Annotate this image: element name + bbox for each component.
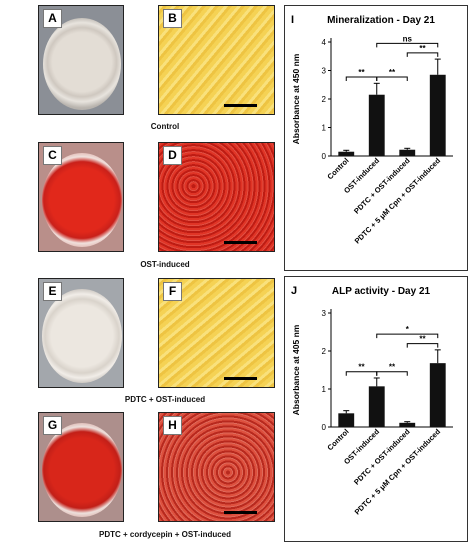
- panel-letter-b: B: [163, 9, 182, 28]
- significance-bracket: [345, 371, 378, 376]
- significance-label: **: [358, 68, 365, 77]
- bar: [399, 149, 416, 156]
- photo-well-pdtc-ost: E: [38, 278, 124, 388]
- well-plate-pdtc-cordycepin-ost: [42, 423, 122, 517]
- panel-letter-h: H: [163, 416, 182, 435]
- y-axis-label: Absorbance at 405 nm: [291, 324, 301, 415]
- panel-letter-g: G: [43, 416, 62, 435]
- chart-panel-mineralization: I Mineralization - Day 21 0 1 2 3 4 Absorbance…: [284, 5, 468, 271]
- bar: [368, 386, 385, 427]
- significance-bracket: [406, 343, 439, 348]
- panel-letter-c: C: [43, 146, 62, 165]
- x-category-label: PDTC + OST-induced: [352, 427, 412, 487]
- photo-well-ost-induced: C: [38, 142, 124, 252]
- scale-bar: [224, 104, 257, 107]
- y-tick-label: 4: [322, 38, 327, 47]
- y-tick-label: 2: [322, 95, 327, 104]
- caption-pdtc-cordycepin-ost: PDTC + cordycepin + OST-induced: [98, 530, 232, 539]
- panel-letter-d: D: [163, 146, 182, 165]
- alp-activity-chart: J ALP activity - Day 21 0 1 2 3 Absorbance at…: [291, 285, 453, 517]
- mineralization-chart: I Mineralization - Day 21 0 1 2 3 4 Absorbance…: [291, 14, 453, 246]
- well-plate-ost-induced: [42, 153, 122, 247]
- significance-bracket: [376, 76, 408, 82]
- x-category-label: Control: [325, 427, 350, 452]
- panel-letter-j: J: [291, 285, 297, 297]
- panel-letter-f: F: [163, 282, 182, 301]
- panel-letter-i: I: [291, 14, 294, 26]
- y-axis-label: Absorbance at 450 nm: [291, 53, 301, 144]
- y-tick-label: 0: [322, 152, 327, 161]
- bar: [399, 422, 416, 427]
- bar: [429, 74, 446, 156]
- well-plate-pdtc-ost: [42, 289, 122, 383]
- significance-bracket: [376, 333, 439, 339]
- well-plate-control: [43, 18, 121, 110]
- scale-bar: [224, 511, 257, 514]
- significance-bracket: [376, 371, 408, 376]
- y-tick-label: 1: [322, 124, 327, 133]
- y-tick-label: 3: [322, 67, 327, 76]
- micrograph-control: B: [158, 5, 275, 115]
- micrograph-pdtc-cordycepin-ost: H: [158, 412, 275, 522]
- significance-label: **: [419, 335, 426, 344]
- significance-bracket: [406, 52, 439, 57]
- chart-panel-alp: J ALP activity - Day 21 0 1 2 3 Absorbance at…: [284, 276, 468, 542]
- caption-control: Control: [150, 122, 180, 131]
- photo-well-pdtc-cordycepin-ost: G: [38, 412, 124, 522]
- significance-label: ns: [403, 34, 413, 43]
- significance-label: *: [406, 325, 410, 334]
- y-tick-label: 3: [322, 309, 327, 318]
- bar: [429, 363, 446, 427]
- caption-ost-induced: OST-induced: [140, 260, 190, 269]
- significance-label: **: [389, 68, 396, 77]
- y-tick-label: 0: [322, 423, 327, 432]
- y-tick-label: 1: [322, 385, 327, 394]
- panel-letter-e: E: [43, 282, 62, 301]
- significance-label: **: [358, 363, 365, 372]
- significance-bracket: [376, 42, 439, 48]
- panel-letter-a: A: [43, 9, 62, 28]
- scale-bar: [224, 241, 257, 244]
- scale-bar: [224, 377, 257, 380]
- x-category-label: PDTC + OST-induced: [352, 156, 412, 216]
- chart-title: ALP activity - Day 21: [332, 286, 431, 297]
- chart-title: Mineralization - Day 21: [327, 15, 435, 26]
- bar: [338, 413, 355, 427]
- significance-label: **: [419, 44, 426, 53]
- significance-label: **: [389, 363, 396, 372]
- significance-bracket: [345, 76, 378, 82]
- caption-pdtc-ost: PDTC + OST-induced: [124, 395, 206, 404]
- y-tick-label: 2: [322, 347, 327, 356]
- micrograph-pdtc-ost: F: [158, 278, 275, 388]
- bar: [338, 151, 355, 156]
- x-category-label: Control: [325, 156, 350, 181]
- photo-well-control: A: [38, 5, 124, 115]
- micrograph-ost-induced: D: [158, 142, 275, 252]
- bar: [368, 94, 385, 156]
